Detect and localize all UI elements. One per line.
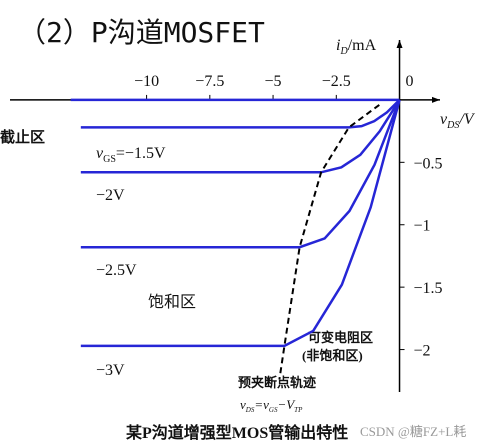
y-axis-arrow (396, 40, 403, 48)
series-label: −2.5V (96, 262, 137, 279)
x-tick-label: 0 (406, 73, 414, 90)
series-label: 预夹断点轨迹 (238, 375, 316, 390)
label-part: −V (277, 397, 296, 412)
label-part: DS (446, 120, 459, 131)
series-label: −2V (96, 187, 125, 204)
chart-title: （2）P沟道MOSFET (18, 16, 265, 49)
x-tick-label: −10 (134, 73, 159, 90)
curve (80, 99, 401, 174)
annotation: 饱和区 (148, 293, 196, 311)
x-tick-label: −5 (265, 73, 282, 90)
y-axis-label: iD/mA (336, 37, 377, 57)
label-part: v (96, 145, 104, 162)
x-tick-label: −2.5 (322, 73, 351, 90)
x-axis-arrow (432, 96, 440, 103)
y-tick-label: −1.5 (414, 280, 443, 297)
annotation: 截止区 (0, 128, 45, 146)
label-part: i (336, 37, 340, 54)
series-label: −3V (96, 362, 125, 379)
label-part: GS (103, 154, 116, 165)
caption: 某P沟道增强型MOS管输出特性 (125, 423, 348, 442)
series-label: vGS=−1.5V (96, 145, 166, 165)
y-tick-label: −2 (414, 343, 431, 360)
label-part: v (240, 397, 246, 412)
annotation: vDS=vGS−VTP (240, 397, 303, 414)
watermark: CSDN @糖FZ+L耗 (360, 424, 466, 439)
label-part: GS (269, 406, 278, 414)
curve (80, 99, 401, 129)
y-tick-label: −1 (414, 218, 431, 235)
label-part: v (440, 111, 448, 128)
annotation: (非饱和区) (302, 348, 363, 363)
y-tick-label: −0.5 (414, 155, 443, 172)
label-part: /mA (348, 37, 377, 54)
annotation: 可变电阻区 (308, 330, 373, 345)
curve (80, 99, 401, 249)
x-axis-label: vDS/V (440, 111, 476, 131)
label-part: TP (294, 406, 303, 414)
curve (80, 99, 401, 348)
label-part: /V (458, 111, 475, 128)
x-tick-label: −7.5 (195, 73, 224, 90)
label-part: D (339, 46, 348, 57)
boundary-line (278, 104, 380, 380)
label-part: =v (254, 397, 269, 412)
label-part: DS (245, 406, 255, 414)
label-part: =−1.5V (116, 145, 166, 162)
